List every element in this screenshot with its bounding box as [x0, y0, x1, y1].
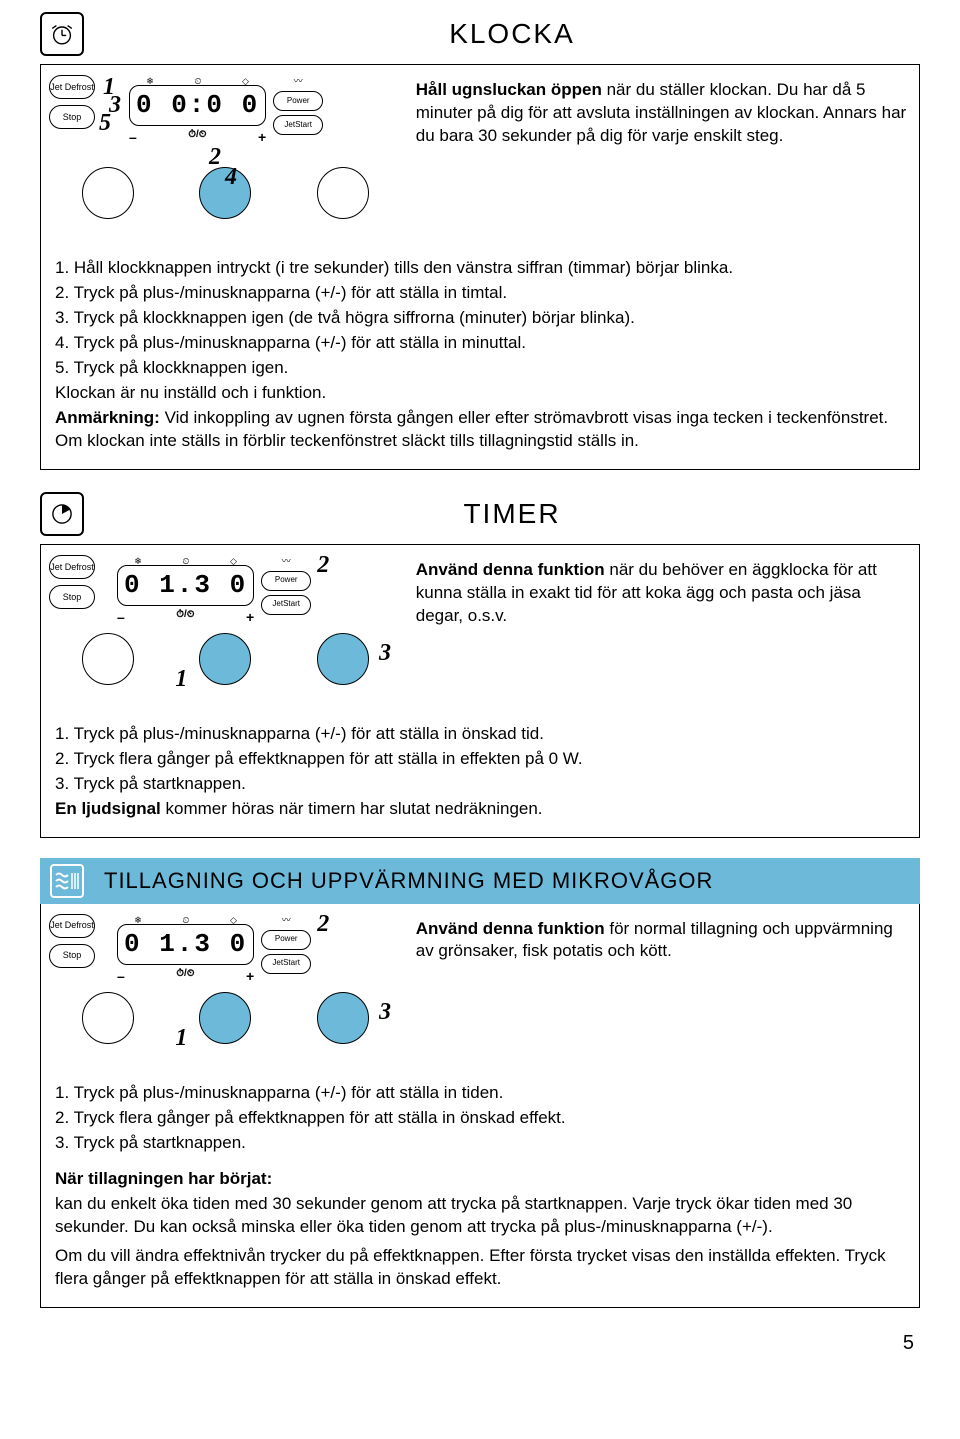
timer-icon — [40, 492, 84, 536]
mikro-bar: TILLAGNING OCH UPPVÄRMNING MED MIKROVÅGO… — [40, 858, 920, 904]
timer-panel: Jet Defrost Stop ❄⏲◇ 0 1.3 0 – ⏱/⏲ + — [40, 544, 920, 838]
klocka-note: Anmärkning: Vid inkoppling av ugnen förs… — [55, 407, 905, 453]
timer-intro-b: Använd denna funktion — [416, 560, 605, 579]
microwave-icon — [50, 864, 84, 898]
lcd-display: 0 1.3 0 — [117, 565, 254, 606]
timer-title: TIMER — [104, 495, 920, 533]
jetdefrost-button[interactable]: Jet Defrost — [49, 555, 95, 579]
minus-button[interactable]: – — [117, 608, 125, 627]
timer-s4b: En ljudsignal — [55, 799, 161, 818]
mikro-step1: 1. Tryck på plus-/minusknapparna (+/-) f… — [55, 1082, 905, 1105]
lcd-display: 0 1.3 0 — [117, 924, 254, 965]
stop-button[interactable]: Stop — [49, 105, 95, 129]
klocka-step2: 2. Tryck på plus-/minusknapparna (+/-) f… — [55, 282, 905, 305]
mikro-panel: Jet Defrost Stop ❄⏲◇ 0 1.3 0 – ⏱/⏲ + — [40, 904, 920, 1309]
callout-2: 2 — [317, 549, 329, 581]
callout-2: 2 — [209, 141, 221, 173]
clock-mid-button[interactable]: ⏱/⏲ — [176, 967, 194, 986]
mikro-intro-b: Använd denna funktion — [416, 919, 605, 938]
stop-button[interactable]: Stop — [49, 944, 95, 968]
knob-right[interactable] — [317, 167, 369, 219]
klocka-step4: 4. Tryck på plus-/minusknapparna (+/-) f… — [55, 332, 905, 355]
timer-step3: 3. Tryck på startknappen. — [55, 773, 905, 796]
knob-left[interactable] — [82, 167, 134, 219]
mikro-intro: Använd denna funktion för normal tillagn… — [416, 918, 907, 964]
klocka-step6: Klockan är nu inställd och i funktion. — [55, 382, 905, 405]
plus-button[interactable]: + — [258, 128, 266, 147]
page-number: 5 — [40, 1330, 920, 1357]
knob-left[interactable] — [82, 992, 134, 1044]
clock-icon — [40, 12, 84, 56]
timer-header: TIMER — [40, 492, 920, 536]
callout-3: 3 — [379, 637, 391, 669]
minus-button[interactable]: – — [129, 128, 137, 147]
mikro-after-b: När tillagningen har börjat: — [55, 1169, 272, 1188]
power-button[interactable]: Power — [261, 571, 311, 591]
knob-left[interactable] — [82, 633, 134, 685]
lcd-display: 0 0:0 0 — [129, 85, 266, 126]
mikro-bar-text: TILLAGNING OCH UPPVÄRMNING MED MIKROVÅGO… — [104, 866, 713, 896]
callout-1: 1 — [175, 663, 187, 695]
callout-1: 1 — [175, 1022, 187, 1054]
callout-3: 3 — [379, 996, 391, 1028]
jetdefrost-button[interactable]: Jet Defrost — [49, 75, 95, 99]
klocka-panel: Jet Defrost Stop 1 3 5 ❄⏲◇ 0 0:0 0 – ⏱/⏲ — [40, 64, 920, 470]
power-button[interactable]: Power — [261, 930, 311, 950]
minus-button[interactable]: – — [117, 967, 125, 986]
timer-s4t: kommer höras när timern har slutat nedrä… — [161, 799, 543, 818]
callout-2: 2 — [317, 908, 329, 940]
callout-4: 4 — [225, 161, 237, 193]
klocka-step1: 1. Håll klockknappen intryckt (i tre sek… — [55, 257, 905, 280]
klocka-intro-bold: Håll ugnsluckan öppen — [416, 80, 602, 99]
jetstart-button[interactable]: JetStart — [273, 115, 323, 135]
mikro-after-t: kan du enkelt öka tiden med 30 sekunder … — [55, 1193, 905, 1239]
knob-mid[interactable] — [199, 633, 251, 685]
clock-mid-button[interactable]: ⏱/⏲ — [188, 128, 206, 147]
knob-right[interactable] — [317, 992, 369, 1044]
mikro-after2: Om du vill ändra effektnivån trycker du … — [55, 1245, 905, 1291]
timer-step4: En ljudsignal kommer höras när timern ha… — [55, 798, 905, 821]
klocka-title: KLOCKA — [104, 15, 920, 53]
jetstart-button[interactable]: JetStart — [261, 954, 311, 974]
knob-mid[interactable] — [199, 992, 251, 1044]
mikro-step3: 3. Tryck på startknappen. — [55, 1132, 905, 1155]
klocka-header: KLOCKA — [40, 12, 920, 56]
klocka-note-b: Anmärkning: — [55, 408, 160, 427]
jetdefrost-button[interactable]: Jet Defrost — [49, 914, 95, 938]
power-button[interactable]: Power — [273, 91, 323, 111]
callout-5: 5 — [99, 107, 111, 139]
klocka-step3: 3. Tryck på klockknappen igen (de två hö… — [55, 307, 905, 330]
timer-intro: Använd denna funktion när du behöver en … — [416, 559, 907, 628]
stop-button[interactable]: Stop — [49, 585, 95, 609]
klocka-step5: 5. Tryck på klockknappen igen. — [55, 357, 905, 380]
timer-step1: 1. Tryck på plus-/minusknapparna (+/-) f… — [55, 723, 905, 746]
klocka-note-t: Vid inkoppling av ugnen första gången el… — [55, 408, 888, 450]
clock-mid-button[interactable]: ⏱/⏲ — [176, 608, 194, 627]
klocka-intro: Håll ugnsluckan öppen när du ställer klo… — [416, 79, 907, 148]
plus-button[interactable]: + — [246, 967, 254, 986]
timer-step2: 2. Tryck flera gånger på effektknappen f… — [55, 748, 905, 771]
mikro-step2: 2. Tryck flera gånger på effektknappen f… — [55, 1107, 905, 1130]
jetstart-button[interactable]: JetStart — [261, 595, 311, 615]
knob-right[interactable] — [317, 633, 369, 685]
plus-button[interactable]: + — [246, 608, 254, 627]
